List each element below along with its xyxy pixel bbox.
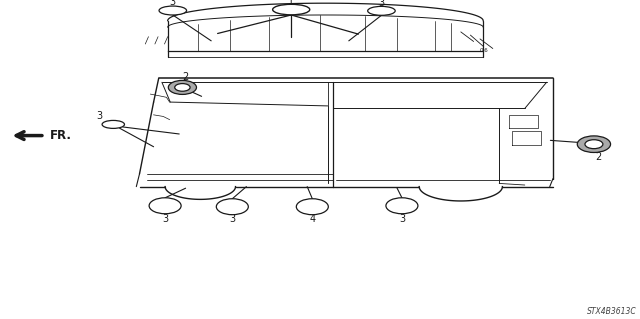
Ellipse shape <box>273 4 310 15</box>
Circle shape <box>386 198 418 214</box>
Text: 2: 2 <box>182 72 189 82</box>
Text: 3: 3 <box>378 0 385 8</box>
Text: 3: 3 <box>399 213 405 224</box>
Text: 4: 4 <box>309 214 316 225</box>
Circle shape <box>168 80 196 94</box>
Circle shape <box>577 136 611 152</box>
Circle shape <box>296 199 328 215</box>
Text: 3: 3 <box>162 213 168 224</box>
Text: 0.6: 0.6 <box>480 48 489 54</box>
Circle shape <box>585 140 603 149</box>
Ellipse shape <box>159 6 187 15</box>
Text: 3: 3 <box>229 214 236 225</box>
Text: 3: 3 <box>170 0 176 7</box>
Circle shape <box>149 198 181 214</box>
Text: 2: 2 <box>595 152 602 162</box>
Ellipse shape <box>367 6 396 15</box>
Ellipse shape <box>102 120 124 129</box>
Text: STX4B3613C: STX4B3613C <box>587 307 637 316</box>
Circle shape <box>175 84 190 91</box>
Text: FR.: FR. <box>50 129 72 142</box>
Circle shape <box>216 199 248 215</box>
Text: 3: 3 <box>96 111 102 122</box>
Text: 1: 1 <box>288 0 294 6</box>
